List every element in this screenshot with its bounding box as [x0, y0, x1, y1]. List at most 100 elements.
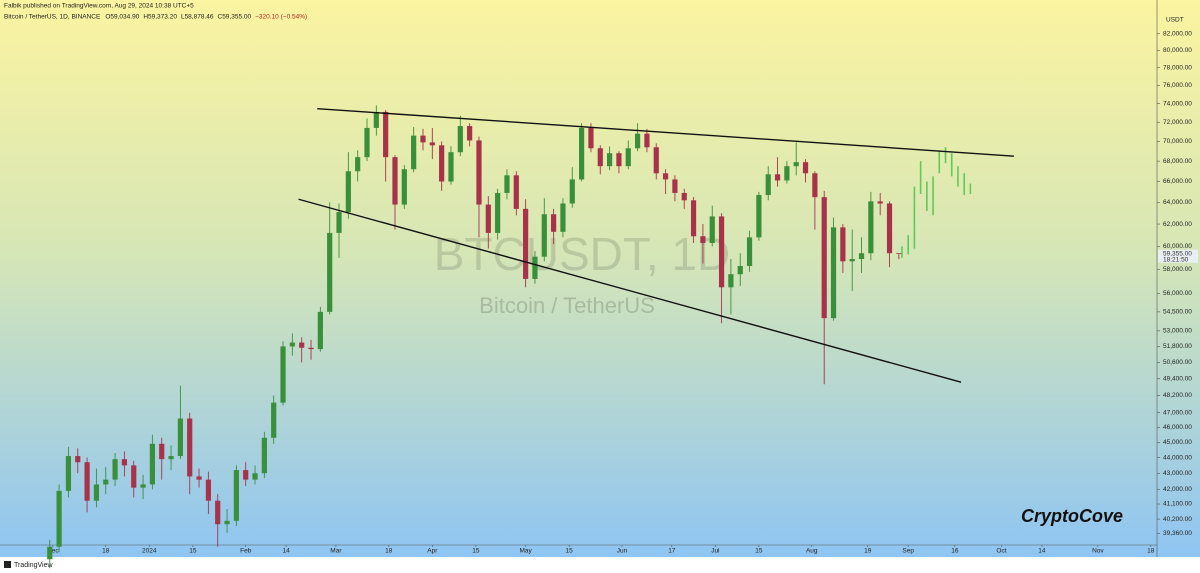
candle-body: [793, 162, 799, 167]
x-tick-label: Nov: [1092, 548, 1104, 555]
candle-body: [420, 135, 426, 143]
candle-body: [439, 145, 445, 182]
candle-body: [579, 127, 585, 180]
candle-body: [215, 500, 221, 525]
ohlc-readout: H59,373.20: [143, 14, 177, 21]
x-tick-label: 18: [102, 548, 110, 555]
x-tick-label: 15: [566, 548, 574, 555]
candle-body: [121, 459, 128, 466]
candle-body: [47, 546, 53, 560]
candle-body: [588, 127, 594, 149]
x-tick-label: Dec: [47, 548, 59, 555]
candle-body: [495, 192, 501, 233]
candle-body: [401, 169, 407, 205]
background: [0, 0, 1200, 557]
candle-body: [812, 173, 818, 198]
x-tick-label: 16: [951, 548, 959, 555]
candle-body: [868, 201, 874, 254]
x-tick-label: Sep: [902, 548, 914, 555]
y-tick-label: 56,000.00: [1163, 290, 1192, 297]
candle-body: [560, 203, 566, 232]
candle-body: [345, 171, 351, 213]
candle-body: [877, 201, 883, 204]
x-tick-label: Jun: [617, 548, 628, 555]
candle-body: [261, 437, 267, 474]
candle-body: [690, 200, 697, 237]
candle-body: [830, 227, 837, 319]
y-tick-label: 80,000.00: [1163, 47, 1192, 54]
candle-body: [504, 175, 510, 193]
candle-body: [551, 214, 557, 232]
candle-body: [513, 175, 519, 209]
y-tick-label: 58,000.00: [1163, 266, 1192, 273]
candle-body: [205, 479, 211, 501]
candle-body: [112, 459, 118, 480]
candle-body: [896, 253, 902, 255]
candle-body: [75, 456, 81, 463]
candle-body: [187, 418, 193, 477]
candle-body: [774, 174, 781, 181]
candle-body: [308, 347, 314, 350]
y-tick-label: 60,000.00: [1163, 243, 1192, 250]
candle-body: [336, 212, 342, 233]
candle-body: [653, 147, 659, 174]
candle-body: [252, 473, 258, 480]
y-tick-label: 72,000.00: [1163, 119, 1192, 126]
x-tick-label: Feb: [240, 548, 252, 555]
candle-body: [149, 443, 156, 485]
y-tick-label: 39,360.00: [1163, 530, 1192, 537]
y-tick-label: 43,000.00: [1163, 470, 1192, 477]
candle-body: [597, 148, 603, 167]
candle-body: [541, 214, 547, 257]
candle-body: [765, 174, 771, 196]
candle-body: [756, 195, 762, 238]
ohlc-readout: −320.10 (−0.54%): [255, 14, 307, 21]
y-tick-label: 47,000.00: [1163, 409, 1192, 416]
candle-body: [858, 253, 865, 259]
x-tick-label: Mar: [330, 548, 342, 555]
candle-body: [485, 204, 491, 233]
candle-body: [523, 208, 529, 279]
candle-body: [103, 479, 109, 485]
y-tick-label: 74,000.00: [1163, 100, 1192, 107]
candle-body: [746, 237, 753, 266]
x-tick-label: 14: [283, 548, 291, 555]
candle-body: [700, 236, 706, 243]
candle-body: [821, 197, 827, 319]
candle-body: [177, 418, 183, 457]
candle-body: [84, 462, 90, 501]
footer-bar: [0, 557, 1200, 573]
candle-body: [271, 402, 277, 438]
trendline: [317, 107, 1014, 157]
countdown: 18:21:50: [1163, 256, 1189, 263]
currency-label: USDT: [1166, 17, 1184, 24]
y-tick-label: 42,000.00: [1163, 486, 1192, 493]
candle-body: [672, 179, 678, 193]
y-tick-label: 51,800.00: [1163, 343, 1192, 350]
candle-body: [616, 153, 622, 167]
y-tick-label: 78,000.00: [1163, 64, 1192, 71]
candle-body: [383, 111, 389, 158]
candle-body: [784, 166, 790, 181]
candle-body: [886, 203, 893, 254]
x-tick-label: Aug: [806, 548, 818, 555]
candle-body: [364, 127, 370, 158]
footer-brand: TradingView: [14, 562, 53, 569]
x-tick-label: 17: [668, 548, 676, 555]
candle-body: [429, 142, 435, 146]
candle-body: [140, 484, 146, 488]
x-tick-label: 18: [1147, 548, 1155, 555]
y-tick-label: 40,200.00: [1163, 516, 1192, 523]
candle-body: [317, 311, 323, 350]
y-tick-label: 45,000.00: [1163, 439, 1192, 446]
candle-body: [411, 135, 417, 170]
y-tick-label: 44,000.00: [1163, 454, 1192, 461]
candle-body: [709, 216, 715, 243]
candle-body: [728, 274, 734, 288]
watermark-subtitle: Bitcoin / TetherUS: [479, 293, 655, 318]
candle-body: [289, 342, 295, 347]
y-tick-label: 48,200.00: [1163, 392, 1192, 399]
candle-body: [532, 256, 538, 279]
x-tick-label: Oct: [996, 548, 1006, 555]
candle-body: [327, 232, 333, 312]
